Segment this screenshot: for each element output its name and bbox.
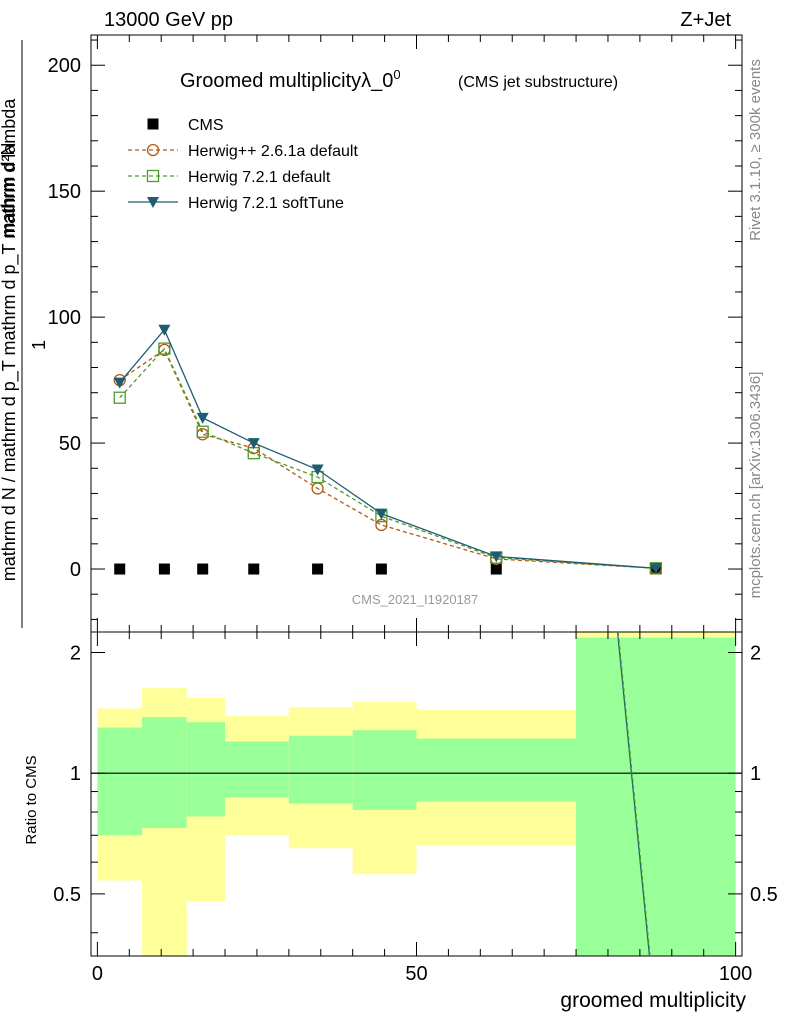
- data-point: [196, 412, 209, 424]
- ratio-y-tick-label-right: 1: [750, 763, 761, 785]
- x-tick-label: 100: [719, 963, 752, 985]
- plot-title: Groomed multiplicityλ_00: [180, 67, 401, 92]
- ratio-mc-line: [617, 631, 651, 957]
- y-tick-label: 0: [70, 559, 81, 581]
- legend-label: CMS: [188, 117, 224, 134]
- data-point: [197, 563, 209, 575]
- y-tick-label: 100: [48, 307, 81, 329]
- main-panel: 0 50 100 150 200 Groomed multiplicityλ_00 (C…: [0, 34, 743, 633]
- data-point: [158, 563, 170, 575]
- ratio-y-tick-label: 0.5: [53, 884, 81, 906]
- series-herwig-7-2-1-default: [113, 342, 662, 575]
- main-axis-ticks: 0 50 100 150 200: [48, 35, 742, 632]
- legend-label: Herwig 7.2.1 default: [188, 169, 331, 186]
- legend-entry: Herwig 7.2.1 default: [128, 169, 331, 186]
- main-ylabel: 1 mathrm d N / mathrm d p_T mathrm d p_T…: [0, 40, 49, 628]
- xlabel: groomed multiplicity: [560, 989, 746, 1012]
- ratio-y-tick-label-right: 2: [750, 643, 761, 665]
- legend-marker: [146, 169, 160, 183]
- ratio-ylabel: Ratio to CMS: [23, 755, 40, 844]
- series-line: [119, 328, 656, 569]
- series-herwig-7-2-1-softtune: [113, 324, 662, 575]
- data-point: [196, 425, 209, 438]
- ratio-inner-band: [288, 735, 353, 804]
- y-tick-label: 200: [48, 55, 81, 77]
- data-point: [114, 563, 126, 575]
- x-tick-label: 50: [405, 963, 427, 985]
- data-point: [113, 391, 126, 404]
- header-process-label: Z+Jet: [680, 9, 731, 31]
- mcplots-label: mcplots.cern.ch [arXiv:1306.3436]: [747, 372, 764, 599]
- analysis-watermark: CMS_2021_I1920187: [352, 592, 479, 607]
- legend-entry: Herwig 7.2.1 softTune: [128, 195, 344, 212]
- y-tick-label: 50: [59, 433, 81, 455]
- series-line: [119, 348, 656, 569]
- series-line: [119, 347, 656, 569]
- legend-marker: [147, 118, 159, 130]
- data-point: [375, 508, 388, 520]
- ratio-inner-band: [225, 741, 289, 798]
- ratio-inner-band: [416, 738, 577, 802]
- data-point: [312, 563, 324, 575]
- data-point: [311, 464, 324, 476]
- legend-label: Herwig++ 2.6.1a default: [188, 143, 358, 160]
- series-cms: [114, 563, 662, 575]
- x-tick-label: 0: [92, 963, 103, 985]
- y-tick-label: 150: [48, 181, 81, 203]
- ratio-mc-line: [616, 631, 651, 957]
- ratio-lines: [91, 631, 742, 957]
- plot-subtitle: (CMS jet substructure): [458, 74, 618, 91]
- ratio-axis-ticks: 0.5 0.5 1 1 2 2 0 50 100: [53, 632, 778, 985]
- main-series-layer: [113, 324, 662, 575]
- data-point: [490, 551, 503, 563]
- data-point: [649, 563, 662, 575]
- ratio-inner-band: [576, 637, 736, 956]
- legend-label: Herwig 7.2.1 softTune: [188, 195, 344, 212]
- header-energy-label: 13000 GeV pp: [104, 9, 233, 31]
- ratio-y-tick-label: 1: [70, 763, 81, 785]
- legend-entry: CMS: [147, 117, 224, 134]
- data-point: [375, 563, 387, 575]
- ratio-panel: 0.5 0.5 1 1 2 2 0 50 100 Ratio to CMS groomed mu…: [23, 631, 778, 1012]
- ratio-inner-band: [352, 730, 417, 810]
- ratio-bands: [97, 632, 736, 956]
- ratio-y-tick-label-right: 0.5: [750, 884, 778, 906]
- ratio-inner-band: [186, 722, 226, 817]
- series-herwig-2-6-1a-default: [113, 343, 662, 575]
- legend-marker: [147, 197, 159, 208]
- ylabel-prefactor-numerator: 1: [29, 340, 49, 350]
- data-point: [113, 377, 126, 389]
- legend: CMS Herwig++ 2.6.1a default Herwig 7.2.1 d…: [128, 117, 358, 212]
- data-point: [248, 563, 260, 575]
- data-point: [247, 438, 260, 450]
- ylabel-numerator: mathrm d²N: [0, 142, 18, 237]
- data-point: [158, 342, 171, 355]
- legend-marker: [146, 143, 160, 157]
- ylabel-prefactor-denominator: mathrm d N / mathrm d p_T mathrm d p_T m…: [0, 98, 20, 581]
- data-point: [158, 324, 171, 336]
- rivet-version-label: Rivet 3.1.10, ≥ 300k events: [747, 59, 764, 241]
- ratio-inner-band: [97, 727, 143, 836]
- ratio-y-tick-label: 2: [70, 643, 81, 665]
- data-point: [490, 563, 502, 575]
- legend-entry: Herwig++ 2.6.1a default: [128, 143, 358, 160]
- ratio-inner-band: [142, 717, 187, 829]
